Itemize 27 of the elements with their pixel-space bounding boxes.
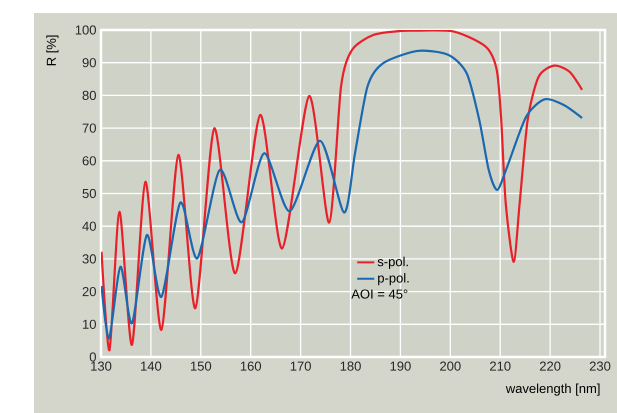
x-tick-label: 170 bbox=[290, 362, 311, 371]
y-tick-label: 60 bbox=[82, 156, 96, 166]
annotation: AOI = 45° bbox=[351, 289, 408, 299]
x-tick-label: 160 bbox=[240, 362, 262, 371]
x-tick-label: 230 bbox=[590, 362, 610, 371]
y-tick-label: 30 bbox=[82, 254, 96, 264]
legend-label: p-pol. bbox=[378, 273, 409, 286]
y-tick-label: 10 bbox=[83, 320, 96, 329]
x-tick-label: 150 bbox=[190, 362, 212, 371]
y-axis-title: R [%] bbox=[46, 35, 58, 66]
y-tick-label: 80 bbox=[82, 90, 96, 100]
y-tick-label: 0 bbox=[90, 352, 96, 362]
x-tick-label: 200 bbox=[440, 362, 461, 371]
x-tick-label: 210 bbox=[490, 362, 511, 371]
y-tick-label: 20 bbox=[82, 286, 96, 296]
y-tick-label: 70 bbox=[82, 123, 96, 133]
x-tick-label: 130 bbox=[91, 362, 112, 371]
y-tick-label: 90 bbox=[82, 58, 96, 68]
y-tick-label: 100 bbox=[76, 25, 96, 35]
x-tick-label: 190 bbox=[390, 362, 411, 371]
x-tick-label: 220 bbox=[540, 362, 560, 371]
x-axis-title: wavelength [nm] bbox=[506, 384, 600, 396]
y-tick-label: 40 bbox=[82, 222, 96, 231]
y-tick-label: 50 bbox=[82, 188, 96, 198]
legend-label: s-pol. bbox=[378, 256, 408, 269]
x-tick-label: 140 bbox=[141, 362, 162, 371]
x-tick-label: 180 bbox=[340, 362, 361, 371]
